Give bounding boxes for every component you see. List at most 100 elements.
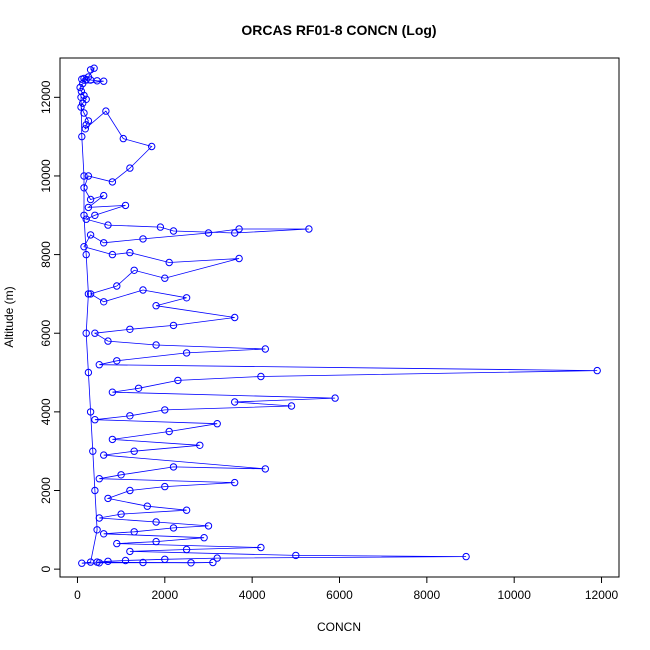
data-point	[119, 134, 128, 143]
data-point	[169, 227, 178, 235]
data-point	[86, 408, 95, 416]
data-point	[113, 282, 121, 290]
data-point	[213, 420, 221, 428]
data-point	[462, 552, 470, 561]
data-point	[100, 530, 108, 538]
data-point	[257, 543, 265, 552]
data-point	[91, 211, 99, 220]
data-point	[305, 225, 313, 233]
y-tick-label: 10000	[39, 159, 53, 193]
series-line	[79, 67, 598, 564]
y-tick-label: 4000	[39, 398, 53, 425]
data-point	[84, 368, 93, 377]
data-point	[126, 486, 134, 495]
data-point	[78, 559, 86, 567]
data-point	[80, 109, 88, 117]
chart-title: ORCAS RF01-8 CONCN (Log)	[241, 22, 436, 38]
data-point	[80, 184, 88, 192]
data-point	[100, 191, 108, 200]
data-point	[161, 274, 169, 282]
data-point	[143, 502, 152, 510]
data-point	[231, 398, 239, 406]
data-point	[108, 435, 117, 444]
data-point	[91, 416, 99, 424]
data-point	[261, 465, 269, 473]
data-point	[91, 329, 99, 337]
x-tick-label: 10000	[498, 588, 532, 602]
x-tick-label: 8000	[413, 588, 440, 602]
y-axis: 0 2000 4000 6000 8000 10000 12000	[39, 80, 61, 572]
data-point	[593, 366, 601, 375]
data-point	[90, 64, 98, 72]
data-point	[104, 337, 112, 345]
data-point	[209, 558, 217, 567]
data-point	[95, 475, 104, 483]
data-point	[121, 556, 130, 565]
plot-frame	[59, 57, 620, 578]
y-tick-label: 12000	[39, 80, 53, 114]
data-point	[161, 482, 169, 491]
y-axis-label: Altitude (m)	[2, 286, 16, 347]
x-tick-label: 12000	[585, 588, 619, 602]
data-point	[139, 235, 147, 243]
data-point	[169, 463, 178, 471]
data-series	[76, 64, 601, 567]
data-point	[196, 441, 204, 449]
data-point	[156, 223, 165, 231]
data-point	[82, 250, 90, 259]
data-point	[84, 172, 93, 180]
data-point	[100, 298, 108, 306]
data-point	[126, 248, 134, 257]
data-point	[139, 558, 147, 567]
data-point	[130, 266, 138, 274]
data-point	[79, 79, 87, 88]
data-point	[152, 518, 160, 526]
data-point	[80, 211, 88, 220]
data-point	[126, 547, 134, 556]
data-point	[121, 201, 130, 210]
data-point	[152, 302, 160, 310]
data-point	[77, 93, 85, 102]
data-point	[117, 471, 125, 479]
data-point	[76, 83, 84, 92]
data-point	[134, 384, 143, 392]
data-point	[126, 325, 134, 333]
data-point	[161, 406, 169, 414]
data-point	[108, 178, 117, 186]
data-point	[204, 522, 213, 530]
x-axis-label: CONCN	[317, 620, 361, 634]
data-point	[331, 394, 339, 402]
series	[76, 64, 601, 567]
data-point	[104, 557, 112, 565]
data-point	[100, 77, 108, 85]
data-point	[292, 551, 300, 560]
data-point	[261, 345, 269, 353]
data-point	[126, 164, 134, 172]
data-point	[86, 558, 95, 566]
data-point	[174, 376, 182, 385]
data-point	[78, 132, 86, 141]
data-point	[86, 231, 95, 239]
data-point	[152, 341, 160, 349]
data-point	[139, 286, 147, 294]
data-point	[86, 290, 95, 298]
data-point	[130, 447, 138, 455]
data-point	[165, 427, 173, 436]
data-point	[100, 451, 108, 459]
data-point	[113, 357, 121, 365]
data-point	[213, 554, 221, 562]
data-point	[93, 526, 101, 534]
data-point	[104, 494, 112, 503]
x-tick-label: 2000	[151, 588, 178, 602]
data-point	[100, 239, 108, 247]
y-tick-label: 0	[39, 565, 53, 572]
data-point	[84, 203, 93, 212]
data-point	[95, 514, 104, 522]
data-point	[161, 555, 169, 563]
data-point	[117, 510, 125, 518]
data-point	[148, 142, 156, 151]
y-tick-label: 6000	[39, 320, 53, 347]
data-point	[102, 107, 110, 115]
data-point	[82, 121, 90, 129]
